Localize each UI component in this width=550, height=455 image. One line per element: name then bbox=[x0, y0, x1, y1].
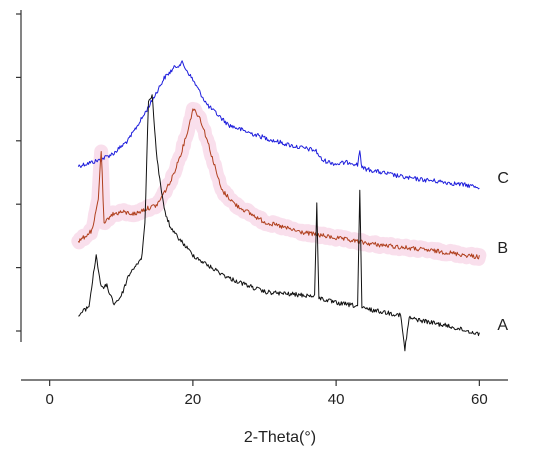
x-axis-title: 2-Theta(°) bbox=[244, 429, 316, 446]
series-b-band bbox=[71, 101, 487, 266]
x-ticks: 0 20 40 60 bbox=[45, 380, 488, 408]
series-label-c: C bbox=[497, 170, 509, 187]
series-b-line bbox=[77, 108, 480, 260]
axes bbox=[20, 10, 508, 381]
series-labels: C B A bbox=[497, 170, 509, 334]
series-label-a: A bbox=[497, 317, 508, 334]
series-c-line bbox=[77, 60, 480, 190]
highlight-bands bbox=[71, 101, 487, 266]
y-ticks bbox=[16, 13, 21, 332]
x-tick-label: 20 bbox=[185, 391, 202, 408]
x-tick-label: 0 bbox=[45, 391, 53, 408]
x-tick-label: 40 bbox=[328, 391, 345, 408]
x-tick-label: 60 bbox=[471, 391, 488, 408]
series-a-line bbox=[78, 94, 480, 352]
series-lines bbox=[77, 60, 480, 352]
series-label-b: B bbox=[497, 240, 508, 257]
